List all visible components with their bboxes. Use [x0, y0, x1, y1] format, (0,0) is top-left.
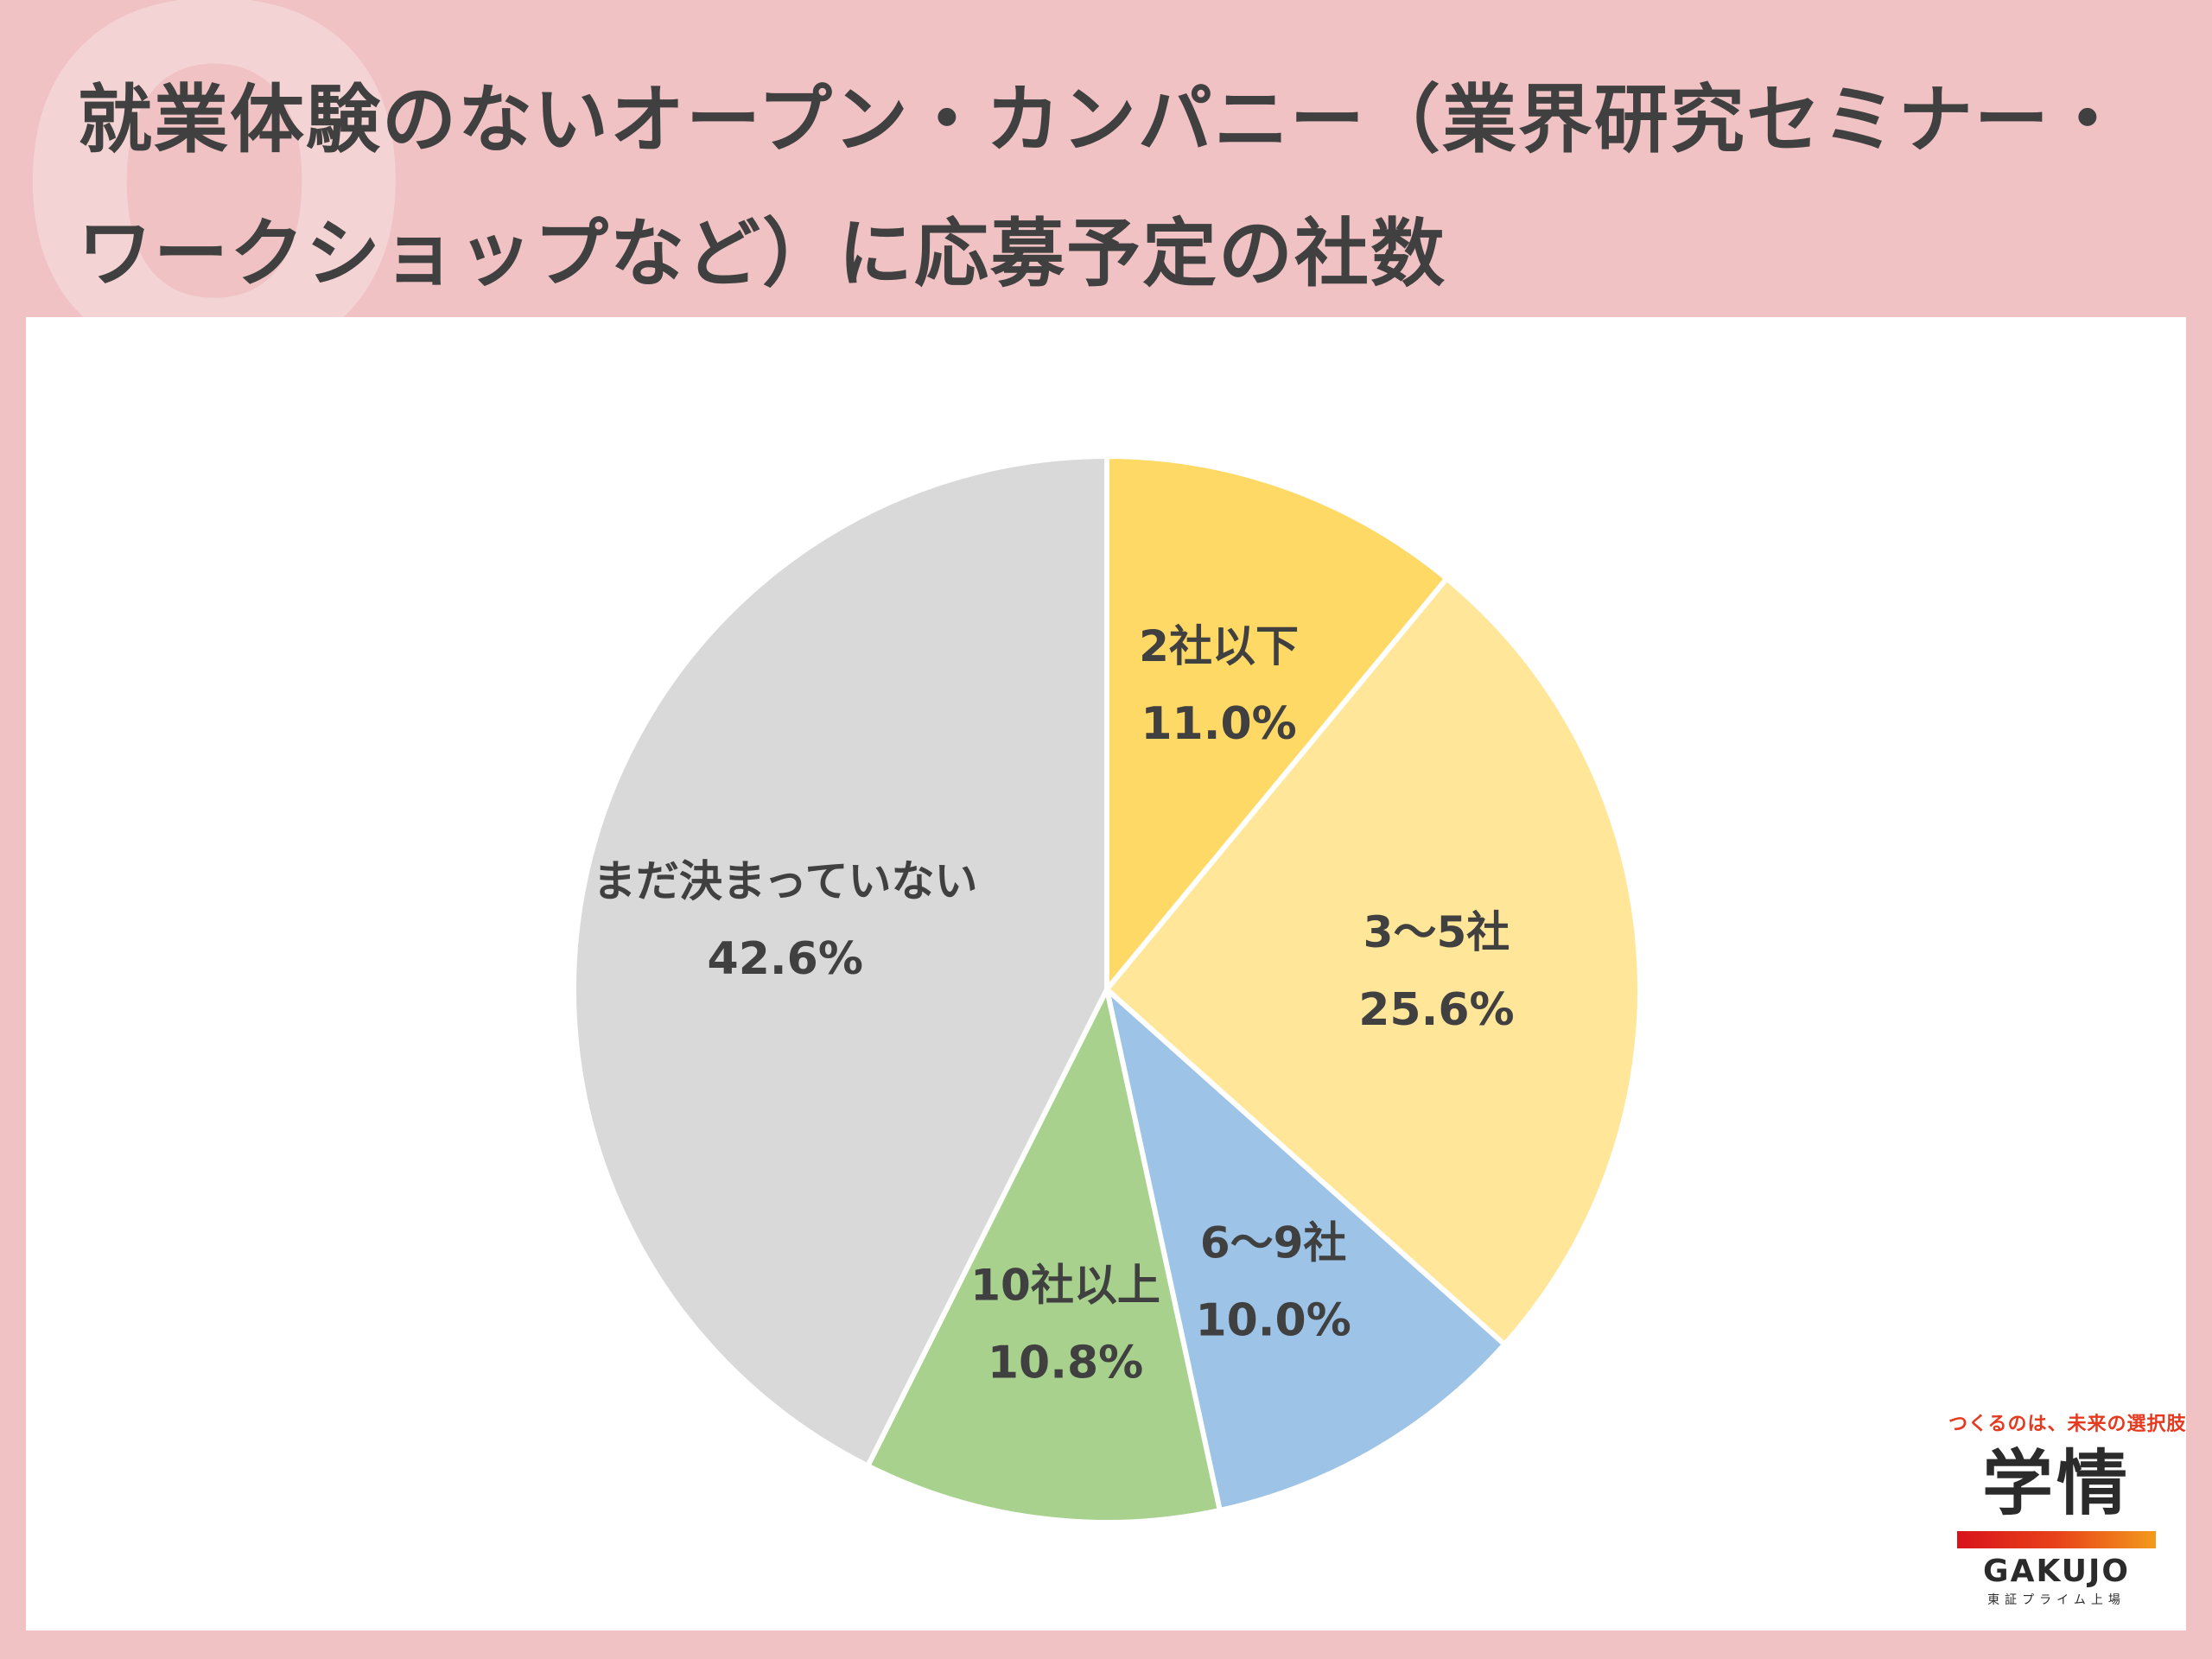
slice-value-label: 10.0% [1195, 1294, 1351, 1346]
logo-gradient-bar [1957, 1531, 2156, 1548]
chart-title-line-2: ワークショップなど）に応募予定の社数 [78, 211, 1446, 297]
logo-latin: GAKUJO [1983, 1554, 2130, 1589]
chart-title-line-1: 就業体験のないオープン・カンパニー（業界研究セミナー・ [78, 77, 2126, 163]
slice-value-label: 25.6% [1358, 984, 1514, 1036]
pie-slice-2 [1104, 987, 1508, 1513]
chart-panel: 2社以下 11.0% 3〜5社 25.6% 6〜9社 10.0% 10社以上 10.8% まだ決… [26, 317, 2186, 1630]
slice-category-label: 3〜5社 [1363, 907, 1510, 957]
logo-subtitle: 東証プライム上場 [1987, 1593, 2126, 1607]
slice-category-label: 6〜9社 [1200, 1217, 1347, 1268]
slice-category-label: まだ決まっていない [593, 856, 978, 906]
pie-slice-0 [1104, 454, 1450, 992]
chart-title: 就業体験のないオープン・カンパニー（業界研究セミナー・ ワークショップなど）に応… [78, 54, 2177, 321]
slice-category-label: 2社以下 [1139, 621, 1299, 671]
pie-chart: 2社以下 11.0% 3〜5社 25.6% 6〜9社 10.0% 10社以上 10.8% まだ決… [571, 454, 1643, 1525]
pie-slice-1 [1104, 575, 1643, 1347]
slice-value-label: 10.8% [988, 1338, 1143, 1389]
logo-tagline: つくるのは、未来の選択肢 [1948, 1414, 2187, 1435]
gakujo-logo: つくるのは、未来の選択肢 学情 GAKUJO 東証プライム上場 [1948, 1408, 2187, 1608]
pie-slice-4 [571, 454, 1109, 1469]
pie-slice-3 [865, 987, 1223, 1525]
slice-value-label: 11.0% [1141, 698, 1296, 750]
slice-category-label: 10社以上 [970, 1261, 1160, 1311]
logo-kanji: 学情 [1981, 1443, 2131, 1525]
slice-value-label: 42.6% [708, 933, 863, 985]
